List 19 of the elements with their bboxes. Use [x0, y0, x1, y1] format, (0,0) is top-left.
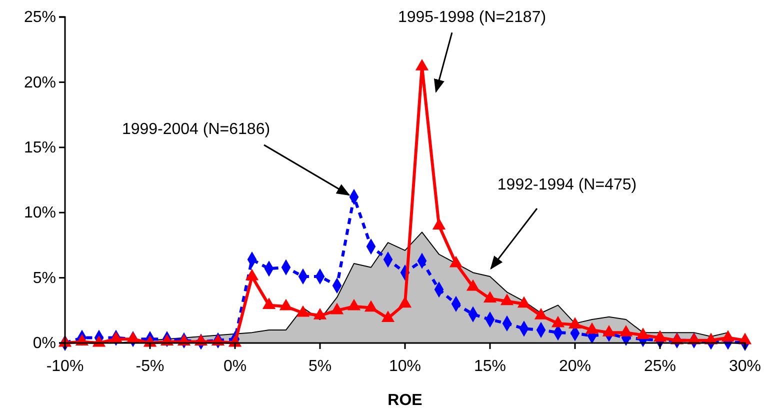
annotation: 1995-1998 (N=2187): [398, 8, 546, 26]
x-tick-label: 25%: [644, 358, 676, 376]
x-tick-label: 20%: [558, 358, 592, 376]
x-tick-label: 15%: [474, 358, 506, 376]
y-tick-label: 20%: [24, 74, 56, 92]
annotation: 1992-1994 (N=475): [497, 176, 637, 194]
y-tick-label: 5%: [32, 270, 56, 287]
x-tick-label: 0%: [223, 358, 247, 376]
y-tick-label: 0%: [32, 335, 56, 352]
annotation: 1999-2004 (N=6186): [122, 121, 270, 138]
y-tick-label: 25%: [24, 9, 56, 26]
y-tick-label: 10%: [24, 204, 56, 222]
y-tick-label: 15%: [24, 140, 56, 157]
x-tick-label: -10%: [46, 358, 84, 376]
x-tick-label: -5%: [136, 358, 164, 376]
x-tick-label: 10%: [388, 358, 422, 376]
x-tick-label: 5%: [308, 358, 332, 376]
x-axis-title: ROE: [388, 392, 423, 409]
x-tick-label: 30%: [728, 358, 762, 376]
